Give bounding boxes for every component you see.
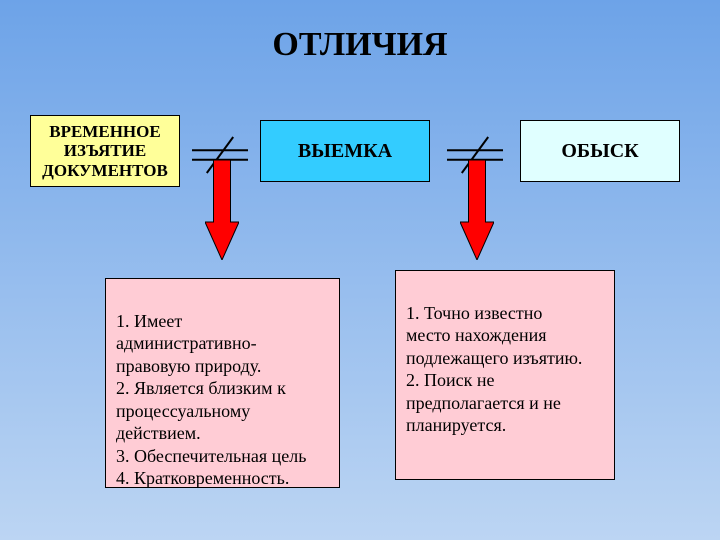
info-text: 1. Имеет административно- правовую приро… [116,311,306,489]
box-label: ОБЫСК [561,140,638,163]
box-label: ВРЕМЕННОЕ ИЗЪЯТИЕ ДОКУМЕНТОВ [42,122,168,181]
info-box-right: 1. Точно известно место нахождения подле… [395,270,615,480]
down-arrow-icon [460,160,494,260]
box-obysk: ОБЫСК [520,120,680,182]
box-temporary-seizure: ВРЕМЕННОЕ ИЗЪЯТИЕ ДОКУМЕНТОВ [30,115,180,187]
box-vyemka: ВЫЕМКА [260,120,430,182]
info-text: 1. Точно известно место нахождения подле… [406,303,582,436]
info-box-left: 1. Имеет административно- правовую приро… [105,278,340,488]
box-label: ВЫЕМКА [298,140,392,163]
down-arrow-icon [205,160,239,260]
page-title: ОТЛИЧИЯ [0,26,720,64]
